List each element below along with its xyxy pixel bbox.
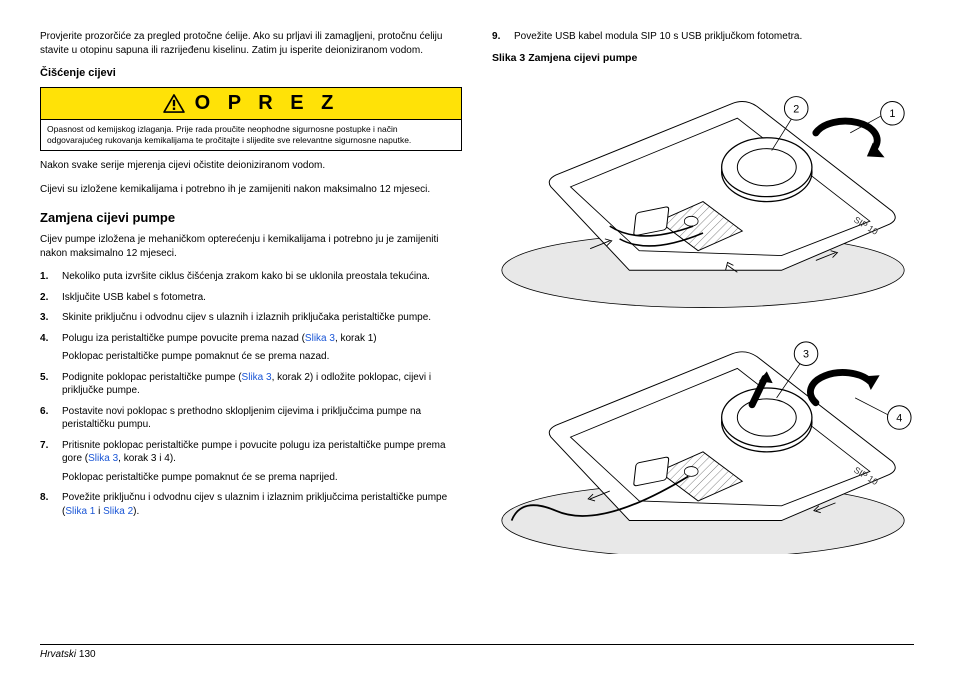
fig3-link[interactable]: Slika 3 — [242, 372, 272, 383]
caution-box: O P R E Z Opasnost od kemijskog izlaganj… — [40, 87, 462, 151]
step-4-text-a: Polugu iza peristaltičke pumpe povucite … — [62, 333, 305, 344]
fig1-link[interactable]: Slika 1 — [65, 506, 95, 517]
pump-diagram: 1 2 SIP 10 — [492, 74, 914, 555]
svg-text:4: 4 — [896, 412, 902, 424]
intro-para: Provjerite prozorčiće za pregled protočn… — [40, 30, 462, 57]
page-footer: Hrvatski 130 — [40, 644, 914, 660]
caution-header: O P R E Z — [41, 88, 461, 119]
fig3-link[interactable]: Slika 3 — [305, 333, 335, 344]
step-8: Povežite priključnu i odvodnu cijev s ul… — [40, 491, 462, 518]
step-4-sub: Poklopac peristaltičke pumpe pomaknut će… — [62, 350, 462, 364]
step-7: Pritisnite poklopac peristaltičke pumpe … — [40, 439, 462, 485]
footer-page: 130 — [79, 649, 96, 660]
step-2: Isključite USB kabel s fotometra. — [40, 291, 462, 305]
step-4: Polugu iza peristaltičke pumpe povucite … — [40, 332, 462, 364]
steps-list-cont: Povežite USB kabel modula SIP 10 s USB p… — [492, 30, 914, 44]
fig3-link[interactable]: Slika 3 — [88, 453, 118, 464]
svg-text:1: 1 — [889, 108, 895, 120]
step-8-mid: i — [95, 506, 103, 517]
steps-list: Nekoliko puta izvršite ciklus čišćenja z… — [40, 270, 462, 518]
svg-text:2: 2 — [793, 103, 799, 115]
step-4-text-b: , korak 1) — [335, 333, 377, 344]
step-1: Nekoliko puta izvršite ciklus čišćenja z… — [40, 270, 462, 284]
after-clean-2: Cijevi su izložene kemikalijama i potreb… — [40, 183, 462, 197]
svg-text:3: 3 — [803, 348, 809, 360]
step-3: Skinite priključnu i odvodnu cijev s ula… — [40, 311, 462, 325]
footer-language: Hrvatski — [40, 649, 76, 660]
step-5: Podignite poklopac peristaltičke pumpe (… — [40, 371, 462, 398]
step-6: Postavite novi poklopac s prethodno sklo… — [40, 405, 462, 432]
replace-intro: Cijev pumpe izložena je mehaničkom opter… — [40, 233, 462, 260]
warning-triangle-icon — [163, 94, 185, 113]
clean-heading: Čišćenje cijevi — [40, 67, 462, 79]
step-9: Povežite USB kabel modula SIP 10 s USB p… — [492, 30, 914, 44]
replace-heading: Zamjena cijevi pumpe — [40, 210, 462, 225]
caution-title: O P R E Z — [195, 92, 340, 115]
caution-body: Opasnost od kemijskog izlaganja. Prije r… — [41, 119, 461, 150]
step-8-text-b: ). — [133, 506, 139, 517]
fig2-link[interactable]: Slika 2 — [103, 506, 133, 517]
after-clean-1: Nakon svake serije mjerenja cijevi očist… — [40, 159, 462, 173]
step-7-text-b: , korak 3 i 4). — [118, 453, 176, 464]
figure-3-title: Slika 3 Zamjena cijevi pumpe — [492, 52, 914, 64]
step-7-sub: Poklopac peristaltičke pumpe pomaknut će… — [62, 471, 462, 485]
step-5-text-a: Podignite poklopac peristaltičke pumpe ( — [62, 372, 242, 383]
